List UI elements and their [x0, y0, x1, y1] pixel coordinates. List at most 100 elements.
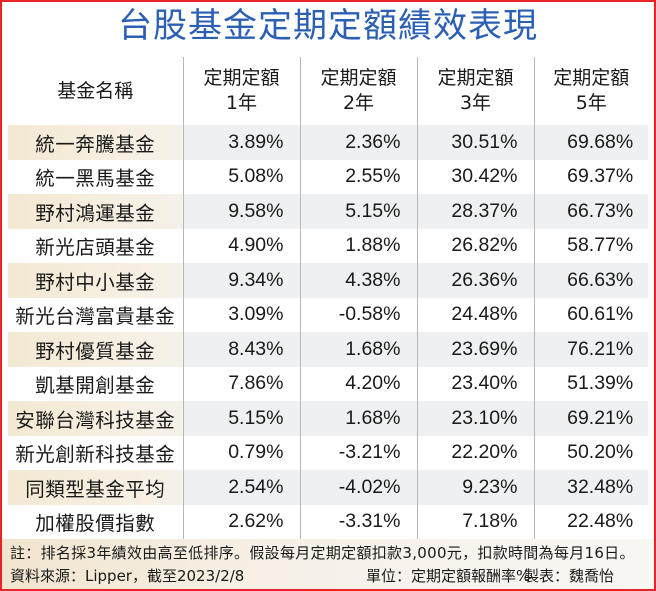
- return-value: 7.86%: [228, 372, 284, 395]
- header-period: 2年: [342, 92, 375, 114]
- return-cell-y3: 30.51%: [416, 125, 534, 160]
- return-cell-y1: 9.34%: [182, 263, 300, 298]
- return-cell-y1: 8.43%: [182, 332, 300, 367]
- return-value: 24.48%: [451, 303, 518, 326]
- return-cell-y2: -3.31%: [299, 504, 417, 539]
- return-value: 23.40%: [451, 372, 518, 395]
- fund-name-cell: 野村優質基金: [8, 332, 183, 367]
- return-cell-y1: 4.90%: [182, 228, 300, 263]
- return-cell-y3: 24.48%: [416, 297, 534, 332]
- fund-name-cell: 野村鴻運基金: [8, 194, 183, 229]
- table-row: 野村優質基金 8.43% 1.68% 23.69% 76.21%: [8, 332, 648, 367]
- header-2yr: 定期定額 2年: [299, 57, 417, 125]
- return-value: 50.20%: [567, 441, 634, 464]
- table-row: 新光店頭基金 4.90% 1.88% 26.82% 58.77%: [8, 228, 648, 263]
- return-cell-y1: 5.08%: [182, 159, 300, 194]
- footnote: 註：排名採3年績效由高至低排序。假設每月定期定額扣款3,000元，扣款時間為每月…: [10, 544, 635, 562]
- return-value: 60.61%: [567, 303, 634, 326]
- return-cell-y1: 0.79%: [182, 435, 300, 470]
- return-cell-y1: 3.89%: [182, 125, 300, 160]
- fund-name-cell: 新光台灣富貴基金: [8, 297, 183, 332]
- table-row: 新光創新科技基金 0.79% -3.21% 22.20% 50.20%: [8, 435, 648, 470]
- return-value: 4.38%: [345, 268, 401, 291]
- return-cell-y2: 4.20%: [299, 366, 417, 401]
- table-row: 凱基開創基金 7.86% 4.20% 23.40% 51.39%: [8, 366, 648, 401]
- return-value: 69.21%: [567, 406, 634, 429]
- return-value: 66.73%: [567, 199, 634, 222]
- return-cell-y5: 66.63%: [533, 263, 648, 298]
- header-fund-name: 基金名稱: [8, 57, 183, 125]
- return-value: 23.10%: [451, 406, 518, 429]
- return-value: 58.77%: [567, 234, 634, 257]
- return-cell-y3: 23.40%: [416, 366, 534, 401]
- return-cell-y2: -0.58%: [299, 297, 417, 332]
- table-row: 統一黑馬基金 5.08% 2.55% 30.42% 69.37%: [8, 159, 648, 194]
- return-cell-y1: 2.54%: [182, 470, 300, 505]
- return-value: 26.82%: [451, 234, 518, 257]
- return-value: 2.54%: [228, 475, 284, 498]
- return-cell-y3: 7.18%: [416, 504, 534, 539]
- table-body: 統一奔騰基金 3.89% 2.36% 30.51% 69.68% 統一黑馬基金 5.08% 2…: [8, 125, 648, 539]
- return-cell-y5: 51.39%: [533, 366, 648, 401]
- return-cell-y2: 1.68%: [299, 401, 417, 436]
- header-3yr: 定期定額 3年: [416, 57, 534, 125]
- return-cell-y5: 50.20%: [533, 435, 648, 470]
- header-1yr: 定期定額 1年: [182, 57, 300, 125]
- return-value: 5.15%: [228, 406, 284, 429]
- table-row: 統一奔騰基金 3.89% 2.36% 30.51% 69.68%: [8, 125, 648, 160]
- fund-name-cell: 統一奔騰基金: [8, 125, 183, 160]
- header-period: 3年: [459, 92, 492, 114]
- return-value: 32.48%: [567, 475, 634, 498]
- return-cell-y5: 60.61%: [533, 297, 648, 332]
- return-value: -3.21%: [338, 441, 401, 464]
- table-row: 野村鴻運基金 9.58% 5.15% 28.37% 66.73%: [8, 194, 648, 229]
- return-cell-y2: 1.68%: [299, 332, 417, 367]
- table-row: 同類型基金平均 2.54% -4.02% 9.23% 32.48%: [8, 470, 648, 505]
- return-value: 66.63%: [567, 268, 634, 291]
- header-label: 定期定額: [320, 67, 397, 89]
- table-author: 製表：魏喬怡: [524, 567, 615, 585]
- return-value: 28.37%: [451, 199, 518, 222]
- return-value: -0.58%: [338, 303, 401, 326]
- return-cell-y2: 5.15%: [299, 194, 417, 229]
- return-cell-y2: 1.88%: [299, 228, 417, 263]
- return-cell-y3: 30.42%: [416, 159, 534, 194]
- fund-name-cell: 新光店頭基金: [8, 228, 183, 263]
- return-cell-y1: 3.09%: [182, 297, 300, 332]
- return-cell-y2: -3.21%: [299, 435, 417, 470]
- return-cell-y3: 26.82%: [416, 228, 534, 263]
- fund-name-cell: 同類型基金平均: [8, 470, 183, 505]
- return-value: 1.88%: [345, 234, 401, 257]
- return-cell-y5: 58.77%: [533, 228, 648, 263]
- fund-name-cell: 統一黑馬基金: [8, 159, 183, 194]
- return-value: 2.36%: [345, 130, 401, 153]
- return-cell-y3: 23.10%: [416, 401, 534, 436]
- table-row: 野村中小基金 9.34% 4.38% 26.36% 66.63%: [8, 263, 648, 298]
- header-label: 定期定額: [437, 67, 514, 89]
- fund-name-cell: 加權股價指數: [8, 504, 183, 539]
- return-cell-y5: 69.68%: [533, 125, 648, 160]
- return-cell-y5: 76.21%: [533, 332, 648, 367]
- return-value: 1.68%: [345, 406, 401, 429]
- return-cell-y3: 22.20%: [416, 435, 534, 470]
- return-cell-y3: 26.36%: [416, 263, 534, 298]
- fund-name-cell: 安聯台灣科技基金: [8, 401, 183, 436]
- return-cell-y3: 28.37%: [416, 194, 534, 229]
- return-value: 22.48%: [567, 510, 634, 533]
- return-value: 7.18%: [462, 510, 518, 533]
- return-value: -3.31%: [338, 510, 401, 533]
- return-cell-y5: 69.21%: [533, 401, 648, 436]
- header-period: 5年: [575, 92, 607, 114]
- return-value: 69.68%: [567, 130, 634, 153]
- header-label: 定期定額: [553, 67, 630, 89]
- return-value: -4.02%: [338, 475, 401, 498]
- data-source: 資料來源：Lipper，截至2023/2/8: [10, 567, 245, 585]
- return-value: 3.09%: [228, 303, 284, 326]
- return-value: 69.37%: [567, 165, 634, 188]
- fund-name-cell: 野村中小基金: [8, 263, 183, 298]
- return-value: 9.58%: [228, 199, 284, 222]
- header-period: 1年: [225, 92, 258, 114]
- footer-notes: 註：排名採3年績效由高至低排序。假設每月定期定額扣款3,000元，扣款時間為每月…: [2, 539, 654, 589]
- return-cell-y5: 69.37%: [533, 159, 648, 194]
